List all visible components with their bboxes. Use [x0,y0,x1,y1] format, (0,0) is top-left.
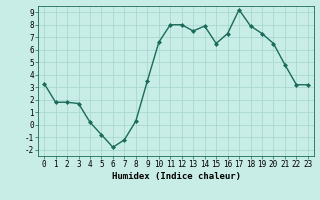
X-axis label: Humidex (Indice chaleur): Humidex (Indice chaleur) [111,172,241,181]
